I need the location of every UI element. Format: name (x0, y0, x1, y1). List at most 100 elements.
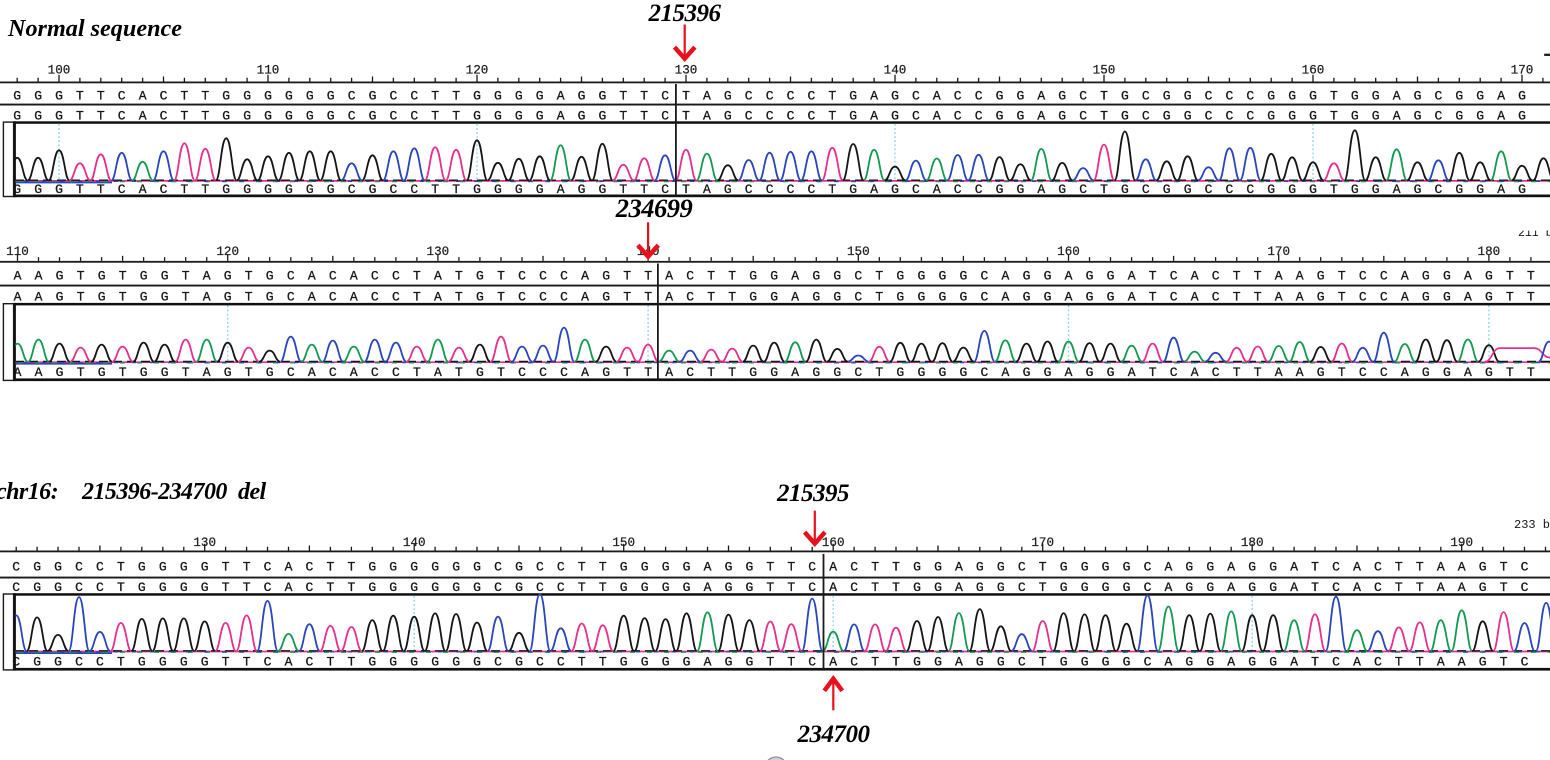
svg-text:G: G (1455, 89, 1463, 104)
svg-text:190: 190 (1450, 536, 1473, 550)
svg-text:A: A (933, 182, 941, 197)
svg-text:234700: 234700 (797, 721, 871, 748)
svg-text:T: T (871, 580, 879, 595)
svg-text:G: G (1107, 290, 1115, 305)
svg-text:A: A (1464, 290, 1472, 305)
svg-text:C: C (560, 365, 568, 380)
svg-text:G: G (1102, 559, 1110, 574)
svg-text:G: G (724, 89, 732, 104)
svg-text:T: T (1254, 290, 1262, 305)
svg-text:A: A (1227, 559, 1235, 574)
svg-text:T: T (347, 580, 355, 595)
svg-text:G: G (934, 559, 942, 574)
svg-text:C: C (787, 182, 795, 197)
svg-text:T: T (119, 290, 127, 305)
svg-text:G: G (34, 89, 42, 104)
svg-text:G: G (1479, 654, 1487, 669)
svg-text:C: C (1018, 559, 1026, 574)
svg-text:180: 180 (1241, 536, 1264, 550)
svg-text:T: T (728, 269, 736, 284)
svg-text:G: G (578, 108, 586, 123)
svg-text:C: C (850, 580, 858, 595)
svg-text:C: C (118, 89, 126, 104)
svg-text:G: G (1185, 580, 1193, 595)
svg-text:G: G (327, 108, 335, 123)
svg-text:G: G (327, 89, 335, 104)
svg-text:C: C (850, 654, 858, 669)
svg-text:180: 180 (1478, 245, 1501, 259)
svg-text:G: G (1443, 269, 1451, 284)
svg-text:C: C (518, 290, 526, 305)
svg-text:C: C (264, 559, 272, 574)
svg-text:A: A (933, 89, 941, 104)
svg-text:C: C (1332, 580, 1340, 595)
svg-text:G: G (494, 89, 502, 104)
svg-text:G: G (662, 559, 670, 574)
svg-text:G: G (159, 580, 167, 595)
svg-text:A: A (870, 182, 878, 197)
svg-text:G: G (180, 580, 188, 595)
svg-text:G: G (266, 365, 274, 380)
svg-text:G: G (996, 89, 1004, 104)
svg-text:G: G (745, 580, 753, 595)
svg-text:G: G (536, 182, 544, 197)
svg-text:C: C (1359, 269, 1367, 284)
svg-text:A: A (1290, 654, 1298, 669)
svg-text:A: A (1393, 108, 1401, 123)
svg-text:G: G (1309, 108, 1317, 123)
svg-text:G: G (515, 580, 523, 595)
svg-text:C: C (1079, 89, 1087, 104)
svg-text:T: T (1395, 559, 1403, 574)
svg-text:T: T (828, 182, 836, 197)
svg-text:G: G (1121, 108, 1129, 123)
svg-text:C: C (1380, 269, 1388, 284)
svg-text:T: T (347, 654, 355, 669)
svg-text:130: 130 (675, 64, 698, 78)
svg-text:G: G (620, 580, 628, 595)
svg-text:G: G (159, 559, 167, 574)
svg-text:110: 110 (6, 245, 29, 259)
svg-text:G: G (1184, 108, 1192, 123)
svg-text:A: A (703, 108, 711, 123)
svg-text:G: G (1058, 182, 1066, 197)
svg-text:T: T (326, 559, 334, 574)
svg-text:G: G (476, 290, 484, 305)
svg-text:T: T (1149, 269, 1157, 284)
svg-text:G: G (976, 654, 984, 669)
svg-text:140: 140 (403, 536, 426, 550)
svg-text:A: A (1275, 290, 1283, 305)
svg-text:T: T (1233, 365, 1241, 380)
svg-text:G: G (452, 580, 460, 595)
svg-text:A: A (1393, 89, 1401, 104)
svg-text:G: G (1317, 290, 1325, 305)
svg-text:A: A (1393, 182, 1401, 197)
svg-text:G: G (959, 365, 967, 380)
svg-text:C: C (1359, 290, 1367, 305)
svg-text:G: G (602, 365, 610, 380)
svg-text:T: T (97, 89, 105, 104)
svg-text:A: A (139, 108, 147, 123)
svg-text:G: G (812, 365, 820, 380)
svg-text:G: G (1121, 89, 1129, 104)
svg-text:G: G (476, 365, 484, 380)
svg-text:T: T (1416, 580, 1424, 595)
svg-text:C: C (975, 89, 983, 104)
svg-text:G: G (662, 654, 670, 669)
svg-text:G: G (161, 290, 169, 305)
svg-text:A: A (1497, 182, 1505, 197)
svg-text:T: T (619, 108, 627, 123)
svg-text:G: G (934, 654, 942, 669)
svg-text:T: T (182, 365, 190, 380)
svg-text:G: G (180, 654, 188, 669)
svg-text:G: G (917, 269, 925, 284)
svg-text:T: T (1527, 365, 1535, 380)
svg-text:C: C (518, 269, 526, 284)
svg-text:A: A (203, 269, 211, 284)
svg-text:C: C (1434, 108, 1442, 123)
svg-text:C: C (160, 108, 168, 123)
svg-text:C: C (12, 559, 20, 574)
svg-text:C: C (854, 269, 862, 284)
svg-text:A: A (1037, 108, 1045, 123)
svg-text:C: C (1434, 182, 1442, 197)
svg-text:G: G (1269, 580, 1277, 595)
